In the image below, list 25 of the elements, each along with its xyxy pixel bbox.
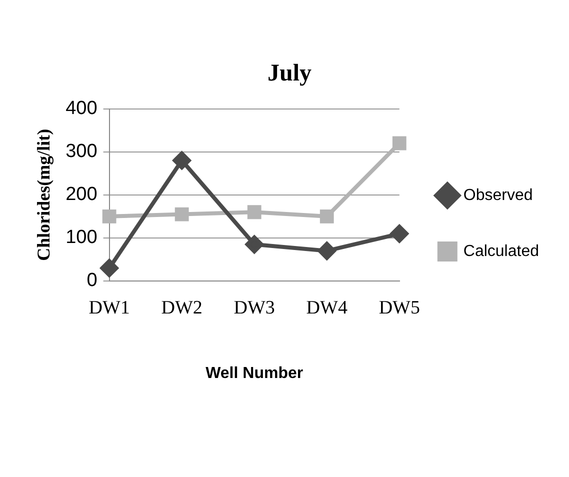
y-tick-label: 0 bbox=[86, 270, 98, 292]
legend-label: Observed bbox=[463, 186, 533, 204]
x-tick-label: DW1 bbox=[88, 297, 130, 318]
y-axis-title: Chlorides(mg/lit) bbox=[33, 128, 54, 261]
x-tick-label: DW3 bbox=[234, 297, 275, 318]
y-tick-label: 200 bbox=[66, 184, 98, 206]
y-tick-label: 400 bbox=[66, 98, 98, 120]
point bbox=[172, 151, 191, 170]
point bbox=[392, 136, 406, 150]
point bbox=[102, 209, 116, 224]
point bbox=[174, 207, 189, 222]
x-axis-title: Well Number bbox=[206, 364, 304, 382]
point bbox=[245, 235, 264, 254]
point bbox=[390, 224, 408, 243]
x-tick-label: DW2 bbox=[161, 297, 202, 318]
y-tick-label: 300 bbox=[66, 141, 98, 162]
x-tick-label: DW5 bbox=[378, 297, 420, 318]
point bbox=[318, 242, 336, 260]
point bbox=[320, 209, 334, 224]
y-tick-label: 100 bbox=[66, 227, 98, 248]
x-tick-label: DW4 bbox=[306, 297, 348, 318]
point bbox=[100, 259, 118, 278]
point bbox=[247, 205, 262, 220]
chart-title: July bbox=[267, 60, 312, 87]
legend-label: Calculated bbox=[463, 242, 540, 260]
